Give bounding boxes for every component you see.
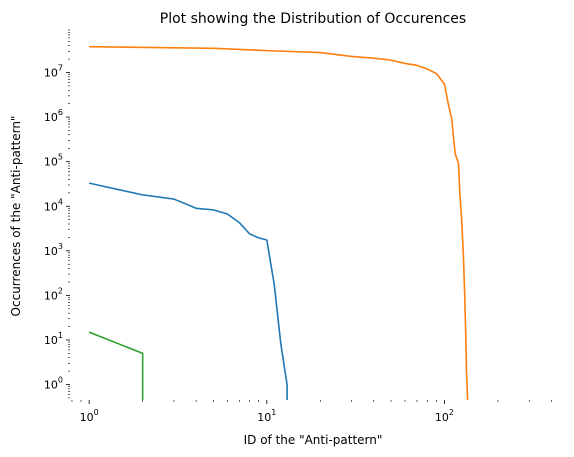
y-tick-label: 100 — [44, 376, 63, 392]
series-line-3 — [88, 331, 144, 400]
y-tick-label: 102 — [44, 286, 63, 302]
y-tick-label: 104 — [44, 197, 63, 213]
axes: 100 101 102 100 101 102 103 104 105 106 107 — [44, 29, 552, 424]
x-tick-label: 101 — [257, 408, 276, 424]
series-group — [88, 45, 469, 401]
y-tick-label: 105 — [44, 153, 63, 169]
y-axis-label: Occurrences of the "Anti-pattern" — [9, 116, 23, 317]
series-line-1 — [88, 182, 288, 400]
y-tick-label: 103 — [44, 242, 63, 258]
y-tick-label: 101 — [44, 331, 63, 347]
chart-title: Plot showing the Distribution of Occuren… — [160, 11, 466, 27]
x-tick-label: 100 — [80, 408, 99, 424]
y-tick-label: 107 — [44, 64, 63, 80]
y-tick-label: 106 — [44, 108, 63, 124]
x-axis-label: ID of the "Anti-pattern" — [244, 433, 383, 447]
series-line-2 — [89, 45, 469, 401]
x-tick-label: 102 — [435, 408, 454, 424]
